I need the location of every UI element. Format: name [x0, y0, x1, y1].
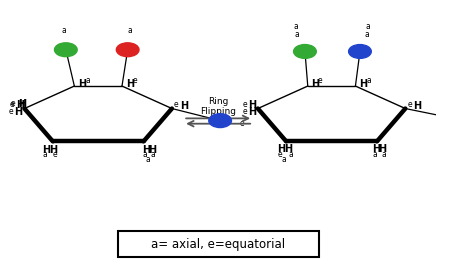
- Circle shape: [116, 43, 139, 57]
- Text: H: H: [413, 101, 421, 111]
- Text: e: e: [174, 100, 179, 109]
- Text: a: a: [128, 26, 132, 35]
- Text: e: e: [53, 150, 57, 159]
- Circle shape: [209, 114, 231, 127]
- Text: e: e: [8, 107, 13, 116]
- Text: a: a: [43, 150, 47, 159]
- Text: a: a: [288, 150, 293, 159]
- Circle shape: [348, 44, 371, 58]
- Text: H: H: [78, 79, 86, 89]
- Text: e: e: [407, 100, 412, 109]
- Text: H: H: [42, 145, 50, 155]
- Text: H: H: [248, 100, 256, 110]
- Text: H: H: [142, 145, 150, 155]
- Text: H: H: [16, 100, 24, 110]
- Text: H: H: [148, 145, 156, 155]
- Text: a: a: [373, 150, 378, 159]
- Text: e: e: [243, 100, 247, 109]
- Text: H: H: [277, 144, 285, 154]
- Text: e: e: [243, 107, 247, 116]
- Text: e: e: [277, 150, 282, 159]
- Text: a: a: [366, 76, 371, 85]
- Text: a: a: [146, 155, 150, 164]
- Text: a: a: [294, 22, 299, 31]
- Text: Ring
Flipping: Ring Flipping: [200, 97, 236, 116]
- Text: H: H: [248, 107, 256, 117]
- Text: H: H: [18, 99, 27, 109]
- Text: e: e: [10, 100, 15, 109]
- Circle shape: [445, 112, 468, 126]
- Text: H: H: [372, 144, 380, 154]
- Text: e: e: [318, 76, 322, 85]
- Text: a: a: [365, 22, 370, 31]
- Text: H: H: [180, 101, 188, 111]
- FancyBboxPatch shape: [118, 231, 319, 257]
- Text: a: a: [381, 150, 386, 159]
- Text: H: H: [126, 79, 134, 89]
- Text: a: a: [61, 26, 66, 35]
- Text: H: H: [19, 99, 25, 108]
- Text: e: e: [10, 99, 15, 108]
- Text: a: a: [142, 150, 147, 159]
- Text: a: a: [151, 150, 155, 159]
- Text: a= axial, e=equatorial: a= axial, e=equatorial: [151, 238, 285, 251]
- Text: H: H: [49, 145, 57, 155]
- Text: H: H: [14, 107, 22, 117]
- Text: H: H: [359, 79, 367, 89]
- Text: e: e: [133, 76, 137, 85]
- Text: a: a: [85, 76, 90, 85]
- Text: e: e: [239, 119, 244, 128]
- Text: a: a: [295, 30, 300, 39]
- Text: H: H: [379, 144, 387, 154]
- Text: H: H: [284, 144, 292, 154]
- Text: H: H: [311, 79, 319, 89]
- Text: a: a: [282, 155, 286, 164]
- Circle shape: [55, 43, 77, 57]
- Text: a: a: [364, 30, 369, 39]
- Circle shape: [293, 44, 316, 58]
